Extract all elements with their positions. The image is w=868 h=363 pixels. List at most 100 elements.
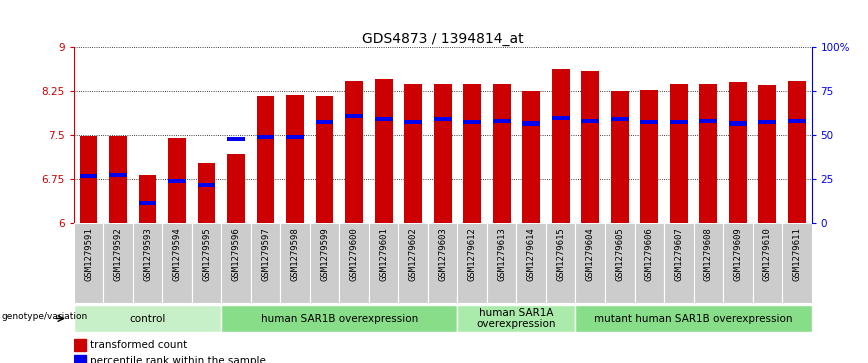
- Bar: [670, 83, 687, 223]
- Text: GSM1279610: GSM1279610: [763, 227, 772, 281]
- Bar: [635, 223, 664, 303]
- Bar: [221, 223, 251, 303]
- Bar: [552, 116, 569, 120]
- Text: genotype/variation: genotype/variation: [2, 313, 88, 322]
- Text: GSM1279604: GSM1279604: [586, 227, 595, 281]
- Bar: [139, 201, 156, 205]
- Bar: [582, 71, 599, 223]
- Bar: [788, 119, 806, 123]
- Text: GSM1279594: GSM1279594: [173, 227, 181, 281]
- Bar: [109, 173, 127, 177]
- Bar: [582, 119, 599, 123]
- Bar: [227, 137, 245, 141]
- Bar: [139, 175, 156, 223]
- Bar: [398, 223, 428, 303]
- Bar: [286, 135, 304, 139]
- Bar: [487, 223, 516, 303]
- Bar: [552, 69, 569, 223]
- Bar: [192, 223, 221, 303]
- Bar: [700, 83, 717, 223]
- Bar: [162, 223, 192, 303]
- Bar: [369, 223, 398, 303]
- Bar: [198, 183, 215, 187]
- Bar: [457, 305, 575, 333]
- Bar: [103, 223, 133, 303]
- Bar: [641, 120, 658, 125]
- Text: GSM1279606: GSM1279606: [645, 227, 654, 281]
- Bar: [345, 114, 363, 118]
- Bar: [375, 117, 392, 122]
- Bar: [546, 223, 575, 303]
- Bar: [286, 95, 304, 223]
- Bar: [74, 355, 86, 363]
- Text: human SAR1A
overexpression: human SAR1A overexpression: [477, 308, 556, 329]
- Text: GSM1279615: GSM1279615: [556, 227, 565, 281]
- Bar: [345, 81, 363, 223]
- Bar: [611, 117, 628, 121]
- Text: GSM1279593: GSM1279593: [143, 227, 152, 281]
- Bar: [280, 223, 310, 303]
- Text: control: control: [129, 314, 166, 323]
- Bar: [74, 339, 86, 351]
- Bar: [700, 119, 717, 123]
- Bar: [257, 135, 274, 139]
- Bar: [575, 223, 605, 303]
- Bar: [251, 223, 280, 303]
- Bar: [316, 96, 333, 223]
- Text: transformed count: transformed count: [89, 340, 187, 350]
- Bar: [227, 154, 245, 223]
- Text: percentile rank within the sample: percentile rank within the sample: [89, 356, 266, 363]
- Bar: [74, 305, 221, 333]
- Bar: [788, 81, 806, 223]
- Bar: [198, 163, 215, 223]
- Text: GSM1279611: GSM1279611: [792, 227, 801, 281]
- Bar: [428, 223, 457, 303]
- Text: GSM1279596: GSM1279596: [232, 227, 240, 281]
- Bar: [80, 136, 97, 223]
- Bar: [753, 223, 782, 303]
- Bar: [493, 83, 510, 223]
- Text: GSM1279603: GSM1279603: [438, 227, 447, 281]
- Bar: [605, 223, 635, 303]
- Title: GDS4873 / 1394814_at: GDS4873 / 1394814_at: [362, 32, 523, 46]
- Text: mutant human SAR1B overexpression: mutant human SAR1B overexpression: [595, 314, 792, 323]
- Text: GSM1279612: GSM1279612: [468, 227, 477, 281]
- Bar: [464, 120, 481, 124]
- Bar: [493, 119, 510, 123]
- Bar: [641, 90, 658, 223]
- Text: GSM1279598: GSM1279598: [291, 227, 299, 281]
- Text: GSM1279614: GSM1279614: [527, 227, 536, 281]
- Bar: [339, 223, 369, 303]
- Text: GSM1279613: GSM1279613: [497, 227, 506, 281]
- Bar: [80, 174, 97, 178]
- Bar: [664, 223, 694, 303]
- Bar: [523, 122, 540, 126]
- Bar: [404, 120, 422, 124]
- Text: GSM1279609: GSM1279609: [733, 227, 742, 281]
- Text: GSM1279602: GSM1279602: [409, 227, 418, 281]
- Bar: [464, 83, 481, 223]
- Bar: [729, 82, 746, 223]
- Bar: [694, 223, 723, 303]
- Bar: [523, 91, 540, 223]
- Bar: [575, 305, 812, 333]
- Text: GSM1279605: GSM1279605: [615, 227, 624, 281]
- Bar: [109, 136, 127, 223]
- Bar: [133, 223, 162, 303]
- Bar: [729, 122, 746, 126]
- Bar: [221, 305, 457, 333]
- Bar: [611, 91, 628, 223]
- Text: human SAR1B overexpression: human SAR1B overexpression: [260, 314, 418, 323]
- Text: GSM1279597: GSM1279597: [261, 227, 270, 281]
- Bar: [168, 179, 186, 183]
- Text: GSM1279600: GSM1279600: [350, 227, 358, 281]
- Bar: [375, 79, 392, 223]
- Text: GSM1279592: GSM1279592: [114, 227, 122, 281]
- Bar: [404, 84, 422, 223]
- Bar: [257, 96, 274, 223]
- Text: GSM1279608: GSM1279608: [704, 227, 713, 281]
- Text: GSM1279599: GSM1279599: [320, 227, 329, 281]
- Bar: [168, 138, 186, 223]
- Bar: [516, 223, 546, 303]
- Text: GSM1279591: GSM1279591: [84, 227, 93, 281]
